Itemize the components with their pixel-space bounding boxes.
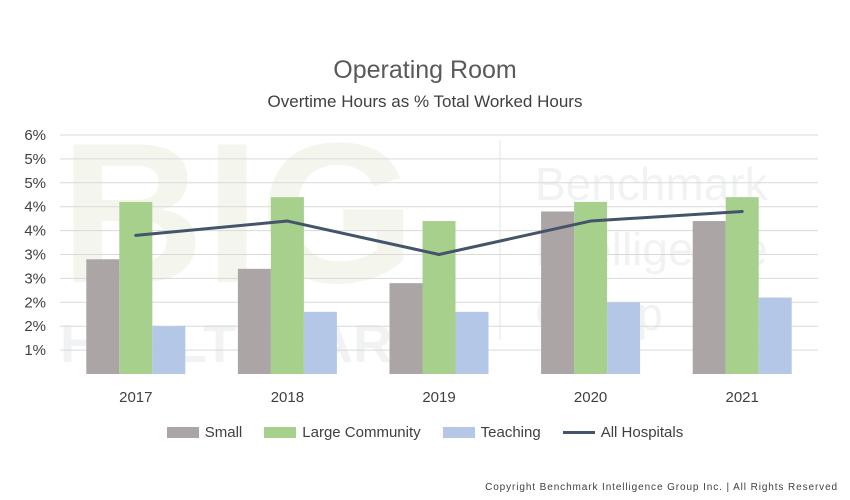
copyright-text: Copyright Benchmark Intelligence Group I… [485,482,838,493]
line-point-2018 [285,219,289,223]
x-axis-labels: 2017 2018 2019 2020 2021 [119,389,759,406]
y-tick-label: 3% [24,270,46,287]
bar-large-community-2018 [270,197,304,374]
bar-teaching-2019 [455,311,489,374]
legend: Small Large Community Teaching All Hospital… [0,424,850,441]
legend-item-all-hospitals: All Hospitals [562,424,684,441]
bar-small-2019 [389,283,423,374]
y-tick-label: 4% [24,199,46,216]
x-axis-label: 2017 [119,389,152,406]
bar-teaching-2021 [758,297,792,374]
x-axis-label: 2020 [574,389,607,406]
y-tick-label: 4% [24,223,46,240]
bar-series [86,197,792,374]
bar-large-community-2020 [574,201,608,374]
x-axis-label: 2018 [271,389,304,406]
y-tick-label: 2% [24,294,46,311]
legend-swatch [442,427,475,438]
legend-swatch [264,427,297,438]
bar-teaching-2018 [303,311,337,374]
y-tick-label: 3% [24,247,46,264]
line-point-2017 [134,233,138,237]
y-axis-ticks: 6% 5% 5% 4% 4% 3% 3% 2% 2% 1% [24,127,46,359]
bar-small-2021 [692,221,726,374]
legend-label: Teaching [480,424,541,441]
bar-teaching-2020 [607,302,641,374]
y-tick-label: 5% [24,175,46,192]
bar-large-community-2019 [422,221,456,374]
chart-title: Operating Room [333,56,517,84]
y-tick-label: 6% [24,127,46,144]
legend-label: Small [204,424,243,441]
y-tick-label: 1% [24,342,46,359]
legend-label: Large Community [302,424,421,441]
line-point-2019 [437,253,441,256]
line-series [134,209,744,256]
line-point-2021 [740,209,744,213]
y-tick-label: 2% [24,318,46,335]
y-tick-label: 5% [24,151,46,168]
legend-label: All Hospitals [600,424,684,441]
bar-small-2020 [541,211,575,374]
bar-large-community-2021 [725,197,759,374]
line-point-2020 [589,219,593,223]
bar-large-community-2017 [119,201,153,374]
chart-subtitle: Overtime Hours as % Total Worked Hours [267,92,583,111]
x-axis-label: 2021 [726,389,759,406]
legend-item-large-community: Large Community [264,424,421,441]
legend-swatch [562,431,595,434]
x-axis-label: 2019 [422,389,455,406]
bar-small-2017 [86,259,120,374]
legend-swatch [166,427,199,438]
bar-teaching-2017 [152,326,186,374]
bar-small-2018 [237,268,271,374]
legend-item-small: Small [166,424,243,441]
legend-item-teaching: Teaching [442,424,541,441]
